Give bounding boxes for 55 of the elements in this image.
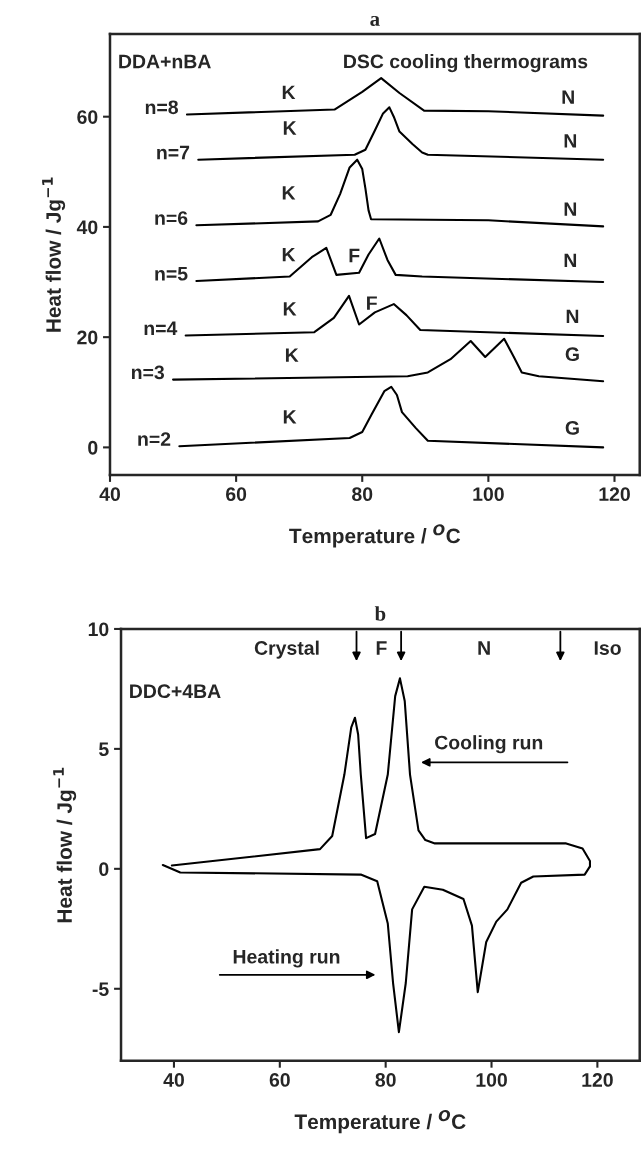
annotation: K [283, 410, 297, 424]
annotation: G [565, 420, 579, 435]
annotation: K [282, 247, 296, 262]
annotation: F [367, 296, 377, 310]
annotation: DDC+4BA [130, 684, 221, 699]
x-tick-label: 120 [599, 487, 630, 502]
series-label: n=3 [131, 365, 165, 380]
x-axis-title: Temperature / $^{O}$C [289, 524, 461, 548]
annotation: Cooling run [435, 735, 543, 754]
annotation: DDA+nBA [119, 54, 211, 69]
y-axis-title: Heat flow / Jg$^{−1}$ [53, 767, 77, 923]
y-tick-label: 20 [77, 330, 98, 345]
x-tick-label: 60 [226, 487, 247, 502]
series-label: n=4 [144, 321, 178, 335]
annotation: K [283, 121, 297, 135]
x-tick-label: 120 [582, 1073, 613, 1087]
x-tick-label: 80 [375, 1073, 396, 1087]
annotation: Iso [594, 641, 621, 655]
series-label: n=8 [145, 100, 178, 115]
x-axis-title: Temperature / $^{O}$C [294, 1110, 466, 1134]
annotation: N [564, 253, 577, 268]
annotation: K [283, 302, 297, 316]
y-tick-label: 60 [77, 110, 98, 124]
y-tick-label: 0 [99, 862, 109, 877]
x-tick-label: 100 [476, 1073, 507, 1087]
x-tick-label: 100 [473, 487, 504, 502]
annotation: N [564, 134, 577, 148]
annotation: K [282, 85, 296, 100]
annotation: N [566, 309, 579, 323]
chart-title: a [370, 15, 380, 26]
annotation: G [565, 347, 579, 362]
annotation: Crystal [254, 640, 319, 659]
chart-title: b [374, 606, 386, 621]
series-label: n=6 [155, 211, 188, 225]
y-tick-label: -5 [92, 982, 109, 997]
annotation: DSC cooling thermograms [344, 54, 588, 73]
annotation: Heating run [233, 949, 340, 968]
annotation: N [478, 641, 490, 655]
x-tick-label: 40 [163, 1073, 184, 1087]
x-tick-label: 80 [352, 487, 373, 502]
annotation: F [349, 248, 360, 263]
series-label: n=2 [138, 432, 171, 446]
y-tick-label: 40 [76, 220, 98, 235]
y-tick-label: 0 [88, 440, 98, 455]
series-label: n=5 [155, 267, 188, 281]
annotation: N [564, 202, 577, 216]
y-tick-label: 5 [99, 742, 109, 757]
annotation: K [285, 348, 299, 362]
x-tick-label: 60 [269, 1073, 290, 1087]
y-axis-title: Heat flow / Jg$^{−1}$ [42, 177, 66, 332]
annotation: N [562, 90, 574, 104]
series-label: n=7 [157, 145, 190, 160]
y-tick-label: 10 [88, 622, 109, 637]
annotation: F [376, 641, 387, 655]
annotation: K [282, 186, 296, 200]
